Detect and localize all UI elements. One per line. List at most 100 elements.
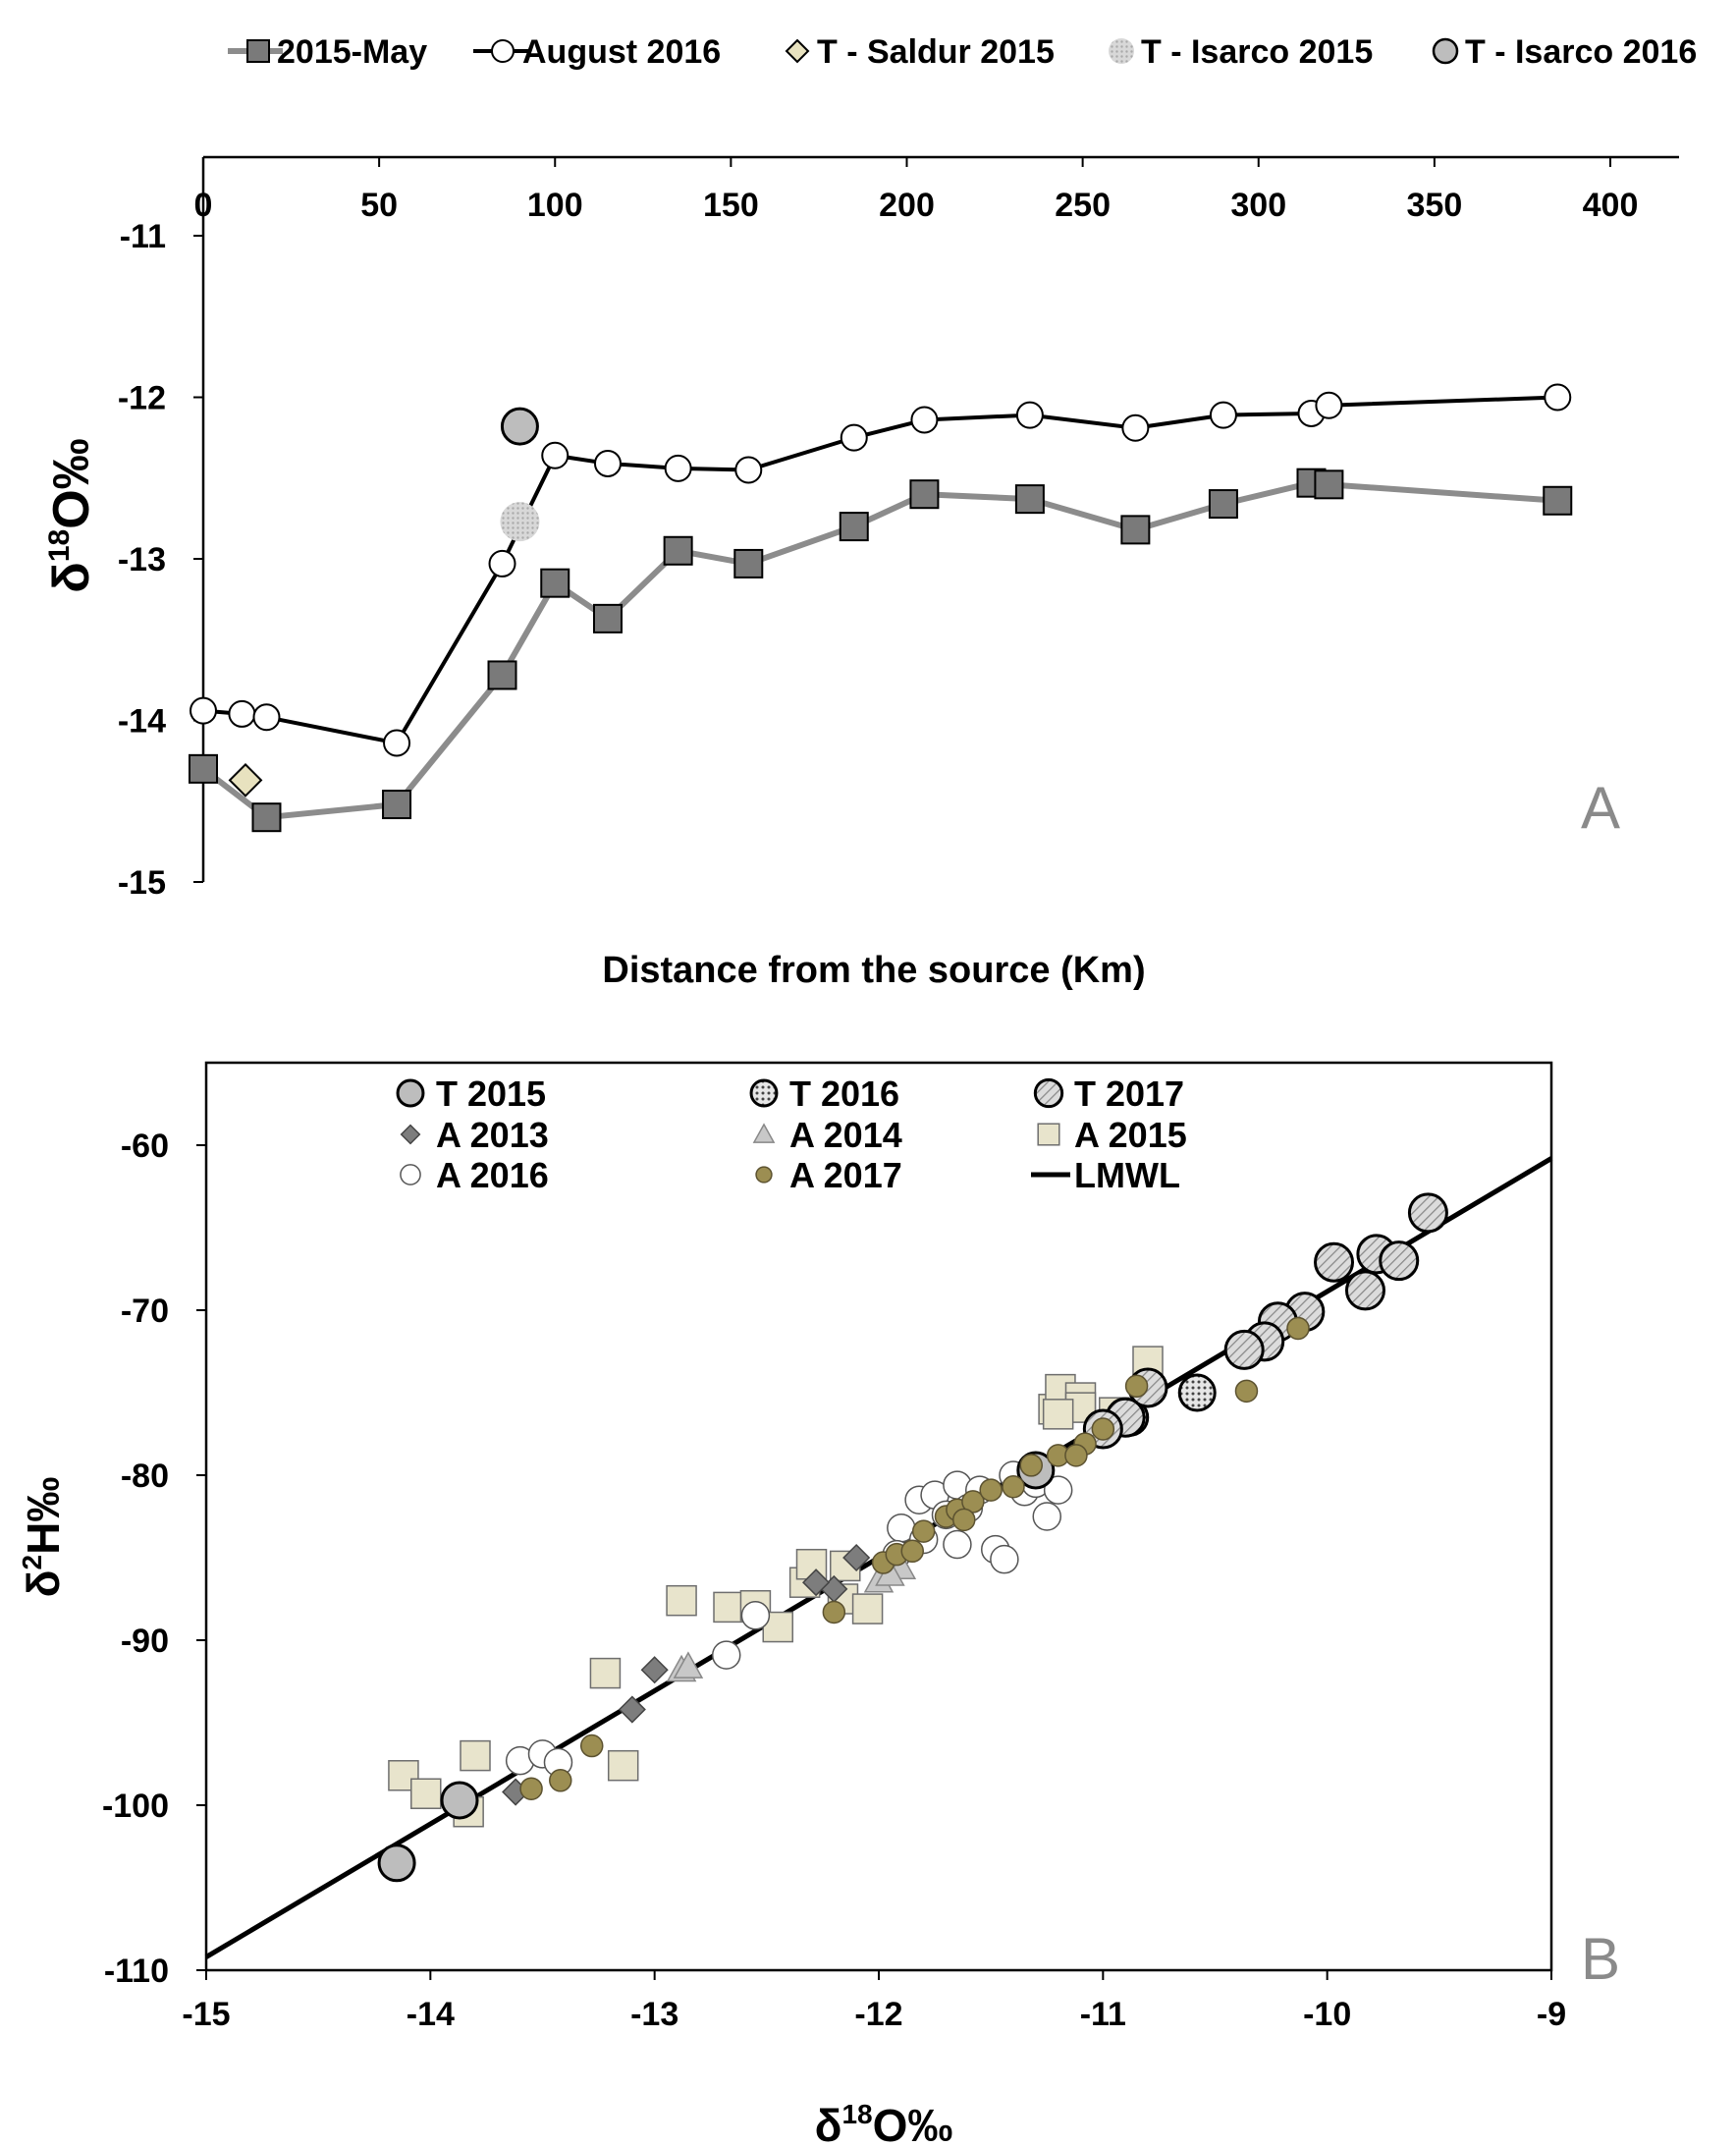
series-a-2015-point bbox=[713, 1591, 744, 1624]
panel-b-legend-label: T 2015 bbox=[436, 1074, 546, 1114]
series-a-2015-point bbox=[666, 1584, 697, 1617]
panel-a-label: A bbox=[1581, 775, 1620, 841]
panel-a-legend-item: T - Isarco 2016 bbox=[1432, 33, 1697, 71]
legend-diamond-swatch bbox=[785, 38, 810, 64]
series-2015-may-point bbox=[839, 512, 869, 542]
panel-b-x-tick-label: -12 bbox=[854, 1996, 902, 2033]
series-a-2015-point bbox=[1042, 1399, 1074, 1430]
panel-a-ylabel-rest: O‰ bbox=[43, 438, 100, 528]
panel-b-legend-item: A 2015 bbox=[1037, 1115, 1187, 1155]
series-a-2016-point bbox=[1032, 1502, 1061, 1531]
series-2015-may-point bbox=[733, 548, 764, 578]
panel-b-legend-item: T 2015 bbox=[396, 1074, 546, 1114]
panel-a-x-tick-label: 100 bbox=[527, 187, 583, 224]
panel-b-x-tick-label: -14 bbox=[407, 1996, 455, 2033]
series-a-2013-point bbox=[842, 1543, 871, 1572]
panel-a-series bbox=[189, 383, 1573, 833]
panel-a-legend: 2015-May August 2016 T - Saldur 2015 T - Is… bbox=[228, 33, 1697, 71]
series-august-2016-point bbox=[593, 449, 622, 477]
panel-a-x-tick-label: 250 bbox=[1055, 187, 1111, 224]
series-august-2016-point bbox=[910, 406, 939, 434]
panel-a-y-tick-label: -14 bbox=[118, 703, 166, 741]
series-a-2017-point bbox=[1091, 1417, 1115, 1441]
series-a-2017-point bbox=[822, 1600, 846, 1624]
series-august-2016-point bbox=[840, 423, 868, 452]
series-a-2017-point bbox=[1019, 1454, 1044, 1477]
panel-a-legend-label: August 2016 bbox=[522, 33, 721, 71]
series-a-2016-point bbox=[943, 1529, 972, 1560]
series-august-2016-point bbox=[541, 441, 570, 469]
panel-b-xlabel-sup: 18 bbox=[841, 2099, 872, 2129]
series-august-2016-point bbox=[1121, 413, 1150, 442]
series-a-2013-point bbox=[618, 1695, 646, 1724]
panel-a-x-tick-label: 50 bbox=[360, 187, 398, 224]
series-a-2017-point bbox=[900, 1539, 924, 1564]
panel-b-x-tick-label: -11 bbox=[1080, 1996, 1126, 2033]
series-a-2017-point bbox=[1124, 1374, 1149, 1399]
series-2015-may-point bbox=[909, 479, 940, 510]
series-august-2016-point bbox=[228, 699, 256, 728]
series-a-2015-point bbox=[410, 1778, 442, 1809]
panel-b-ylabel-rest: H‰ bbox=[18, 1477, 69, 1555]
series-a-2016-point bbox=[711, 1640, 741, 1670]
panel-b-ylabel-main: δ bbox=[18, 1569, 69, 1597]
panel-a-y-tick-label: -11 bbox=[120, 218, 166, 255]
panel-b-x-tick-label: -15 bbox=[182, 1996, 230, 2033]
series-a-2014-point bbox=[673, 1651, 704, 1679]
panel-b-y-tick-label: -80 bbox=[121, 1458, 169, 1495]
panel-b-legend-label: A 2016 bbox=[436, 1155, 549, 1195]
panel-b-ticks: -15 -14 -13 -12 -11 -10 -9 -110 -100 -90 -80 -70 -60 bbox=[102, 1128, 1566, 2033]
panel-b-legend-item: A 2013 bbox=[400, 1115, 549, 1155]
panel-b-xlabel-rest: O‰ bbox=[873, 2100, 953, 2147]
panel-b-legend-label: A 2015 bbox=[1074, 1115, 1187, 1155]
panel-a-y-axis-label: δ18O‰ bbox=[43, 438, 100, 592]
series-a-2015-point bbox=[589, 1657, 622, 1689]
series-a-2017-point bbox=[979, 1478, 1003, 1502]
series-t-2015-point bbox=[440, 1781, 479, 1820]
panel-b-legend-item: LMWL bbox=[1031, 1155, 1180, 1195]
legend-marker-swatch bbox=[755, 1166, 773, 1184]
panel-a-x-tick-label: 350 bbox=[1407, 187, 1463, 224]
series-august-2016-point bbox=[190, 696, 217, 725]
series-a-2016-point bbox=[740, 1601, 771, 1630]
legend-square-swatch bbox=[246, 39, 270, 63]
legend-marker-swatch bbox=[396, 1078, 425, 1108]
series-t-2015-point bbox=[377, 1844, 416, 1883]
panel-a-legend-label: T - Isarco 2015 bbox=[1141, 33, 1373, 71]
series-a-2017-point bbox=[961, 1490, 985, 1514]
panel-a-legend-label: T - Isarco 2016 bbox=[1465, 33, 1697, 71]
series-august-2016-point bbox=[252, 703, 281, 732]
series-august-2016-point bbox=[1015, 401, 1044, 429]
series-a-2017-point bbox=[1234, 1379, 1259, 1404]
panel-b-series bbox=[377, 1192, 1448, 1883]
series-a-2017-point bbox=[1002, 1475, 1025, 1499]
series-t-2017-point bbox=[1223, 1329, 1265, 1370]
panel-b-label: B bbox=[1581, 1926, 1620, 1992]
t-isarco-2015-point bbox=[500, 502, 540, 542]
series-t-2017-point bbox=[1314, 1241, 1355, 1283]
panel-b-legend: T 2015 T 2016 T 2017 A 2013 A 2014 A 2015 A 20… bbox=[396, 1074, 1187, 1195]
series-2015-may-line bbox=[201, 479, 1558, 821]
legend-marker-swatch bbox=[1037, 1123, 1060, 1146]
panel-b-legend-label: T 2016 bbox=[789, 1074, 899, 1114]
panel-b-legend-item: A 2016 bbox=[400, 1155, 549, 1195]
panel-a-x-tick-label: 150 bbox=[703, 187, 759, 224]
panel-a-ylabel-sup: 18 bbox=[43, 529, 76, 562]
panel-a-legend-item: August 2016 bbox=[473, 33, 721, 71]
panel-b-legend-item: A 2014 bbox=[752, 1115, 902, 1155]
series-a-2017-point bbox=[1286, 1316, 1310, 1341]
series-t-2017-point bbox=[1344, 1270, 1385, 1311]
panel-a-y-tick-label: -15 bbox=[118, 864, 166, 902]
legend-marker-swatch bbox=[752, 1123, 776, 1143]
panel-b-legend-item: A 2017 bbox=[755, 1155, 902, 1195]
series-august-2016-point bbox=[1544, 383, 1572, 412]
panel-b-legend-label: T 2017 bbox=[1074, 1074, 1184, 1114]
panel-a-x-tick-label: 0 bbox=[194, 187, 213, 224]
series-a-2015-point bbox=[607, 1749, 639, 1782]
series-a-2017-point bbox=[519, 1777, 543, 1800]
panel-a-ticks: 0 50 100 150 200 250 300 350 400 -15 -14 -13 -12 -11 bbox=[118, 157, 1638, 902]
series-august-2016-point bbox=[383, 729, 411, 757]
series-august-2016-point bbox=[734, 456, 763, 484]
panel-b-y-tick-label: -100 bbox=[102, 1788, 169, 1825]
series-august-2016-point bbox=[664, 454, 692, 482]
